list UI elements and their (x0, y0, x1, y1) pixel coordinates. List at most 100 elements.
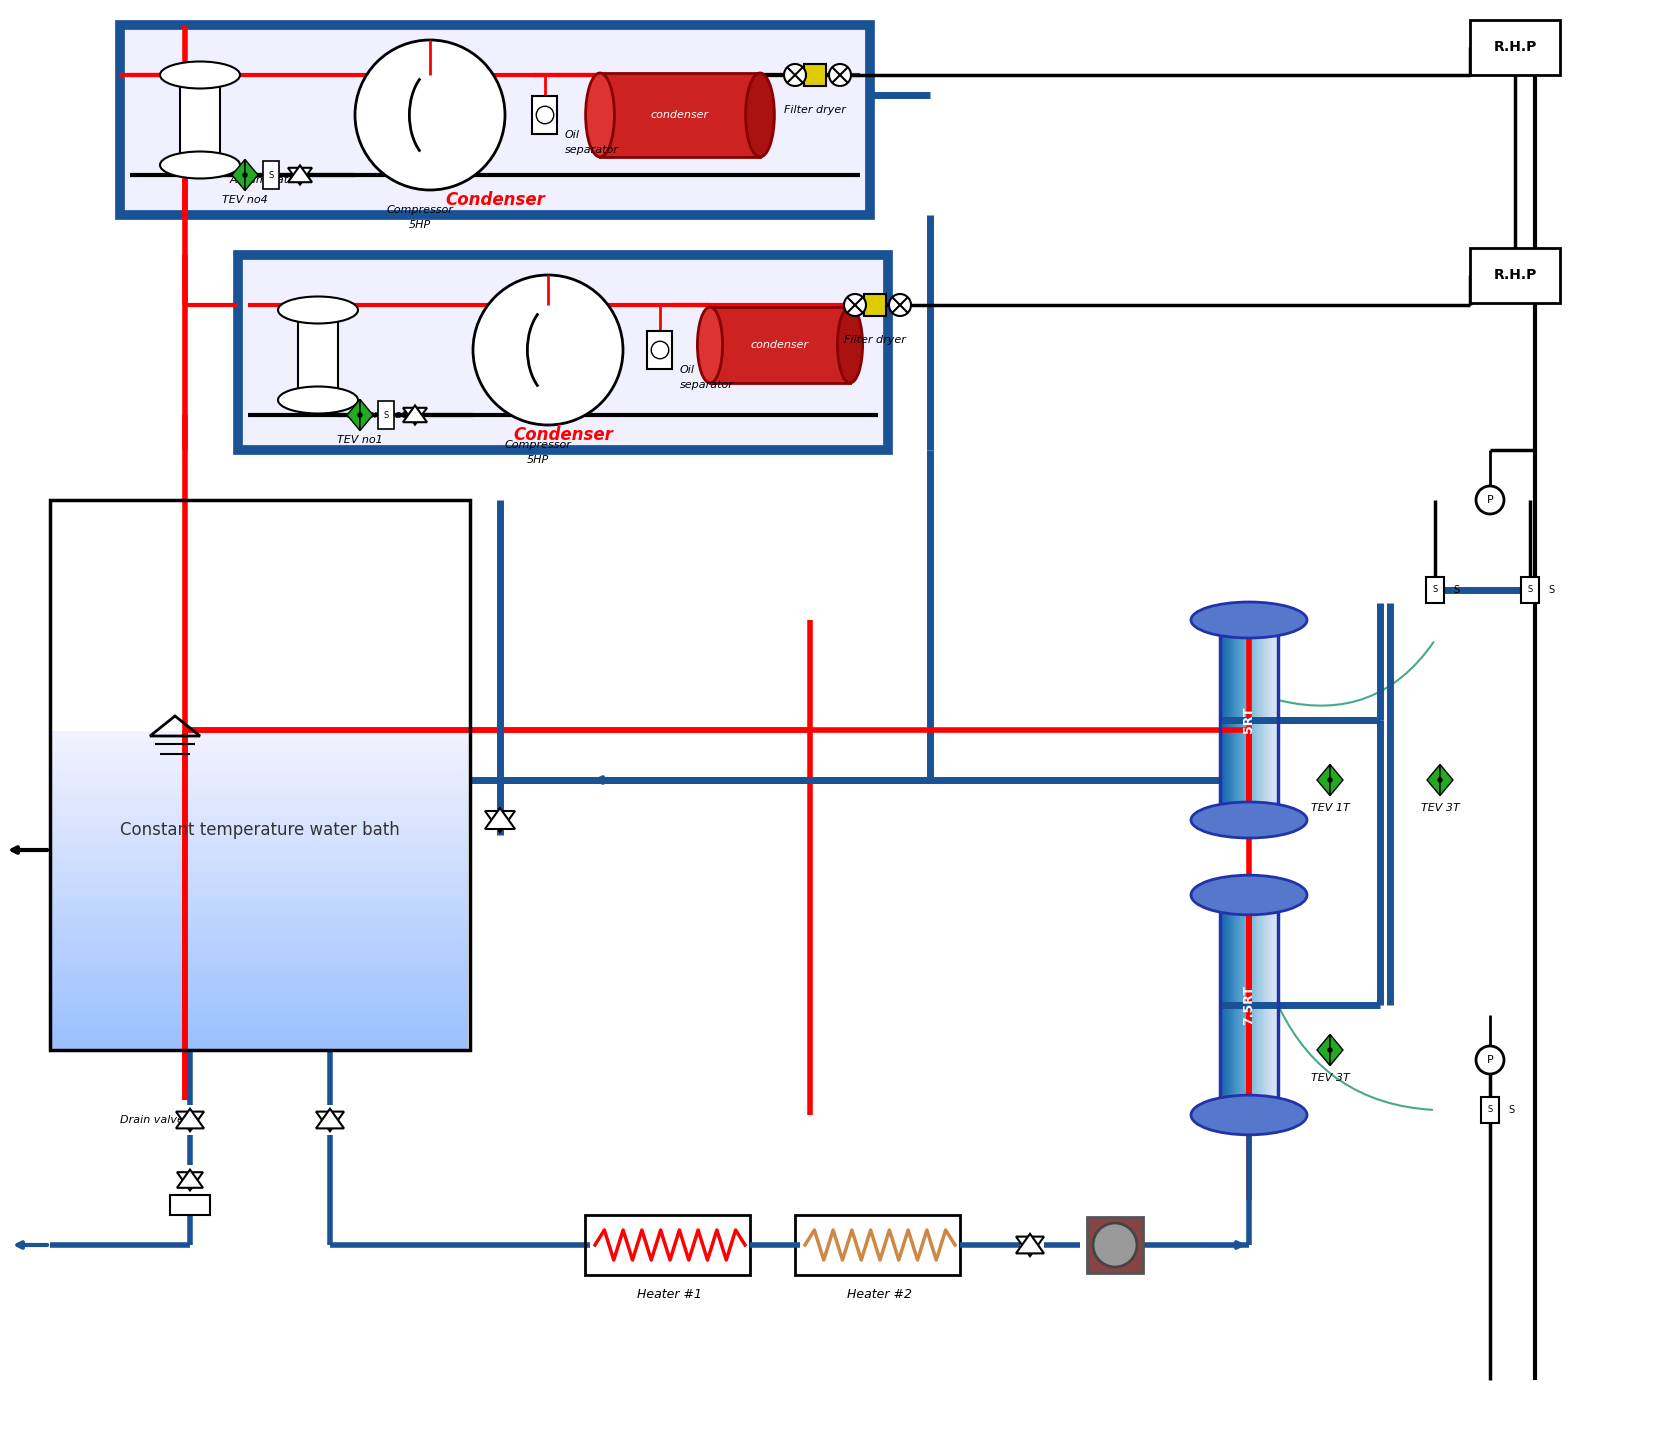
Bar (1273, 619, 1276, 821)
Text: S: S (1452, 585, 1458, 595)
Bar (51, 754, 467, 759)
Bar (1264, 895, 1266, 1115)
Bar (1220, 619, 1278, 821)
Bar (239, 254, 888, 450)
Bar (51, 1030, 467, 1035)
Bar (1271, 895, 1273, 1115)
Polygon shape (1016, 1237, 1044, 1256)
Bar (1470, 20, 1559, 75)
Text: Filter dryer: Filter dryer (784, 105, 845, 115)
Bar (263, 161, 278, 190)
Bar (1258, 619, 1259, 821)
Bar (1271, 895, 1273, 1115)
Bar (1221, 895, 1223, 1115)
Bar (1236, 895, 1238, 1115)
Bar (1253, 895, 1254, 1115)
Bar (1244, 895, 1246, 1115)
Bar (585, 1216, 749, 1275)
Bar (1249, 895, 1251, 1115)
Bar (1266, 895, 1268, 1115)
Bar (51, 894, 467, 898)
Text: TEV no1: TEV no1 (336, 435, 383, 445)
Bar (1248, 895, 1249, 1115)
Bar (794, 1216, 959, 1275)
Text: P: P (1486, 1055, 1493, 1065)
Bar (51, 734, 467, 739)
Ellipse shape (585, 73, 615, 157)
Bar (1231, 619, 1233, 821)
Bar (1253, 895, 1254, 1115)
Bar (51, 943, 467, 947)
Bar (1259, 619, 1261, 821)
Bar (1246, 619, 1248, 821)
Bar (1273, 895, 1274, 1115)
Ellipse shape (837, 308, 862, 384)
Bar (51, 1038, 467, 1042)
Bar (51, 1046, 467, 1050)
Polygon shape (232, 160, 245, 191)
Text: Accumulator: Accumulator (348, 410, 418, 420)
Circle shape (843, 295, 865, 316)
Bar (51, 787, 467, 790)
Text: S: S (383, 411, 388, 420)
Bar (1226, 619, 1229, 821)
Text: R.H.P: R.H.P (1493, 267, 1536, 282)
Bar (1087, 1217, 1142, 1273)
Bar (1251, 619, 1253, 821)
Bar (1226, 895, 1229, 1115)
Text: Constant temperature water bath: Constant temperature water bath (119, 821, 399, 839)
Text: S: S (1486, 1105, 1491, 1115)
Ellipse shape (1190, 602, 1306, 638)
Bar (1231, 895, 1233, 1115)
Bar (1225, 619, 1228, 821)
Bar (1243, 619, 1244, 821)
Bar (1226, 619, 1228, 821)
Bar (1274, 895, 1276, 1115)
Bar (51, 1010, 467, 1015)
Bar (51, 1026, 467, 1030)
Bar (804, 65, 825, 86)
Bar (1470, 249, 1559, 303)
Bar (1248, 895, 1251, 1115)
Text: Compressor: Compressor (386, 205, 452, 216)
Bar (51, 882, 467, 887)
Bar (1239, 895, 1241, 1115)
Bar (1276, 895, 1278, 1115)
Bar (1238, 619, 1241, 821)
Bar (1256, 619, 1258, 821)
Text: Compressor: Compressor (504, 440, 572, 450)
Bar (171, 1196, 210, 1216)
Bar (51, 947, 467, 950)
Bar (1241, 895, 1243, 1115)
Bar (1271, 619, 1273, 821)
Bar (1264, 619, 1266, 821)
Text: condenser: condenser (651, 111, 709, 121)
Bar (51, 875, 467, 878)
Bar (1236, 895, 1239, 1115)
Text: S: S (1432, 585, 1437, 595)
Bar (51, 803, 467, 806)
Bar (1236, 619, 1238, 821)
Bar (1248, 619, 1249, 821)
Polygon shape (1329, 764, 1342, 796)
Bar (51, 731, 467, 734)
Text: P: P (1486, 494, 1493, 504)
Polygon shape (316, 1109, 343, 1128)
Bar (1276, 619, 1278, 821)
Bar (1254, 895, 1256, 1115)
Bar (1220, 619, 1221, 821)
Text: 7.5RT: 7.5RT (1241, 984, 1254, 1025)
Bar (1266, 619, 1268, 821)
Bar (1261, 619, 1264, 821)
Bar (51, 752, 467, 754)
Bar (1243, 895, 1244, 1115)
Bar (1268, 895, 1269, 1115)
Circle shape (1327, 1048, 1331, 1052)
Bar (51, 986, 467, 990)
Bar (51, 858, 467, 862)
Polygon shape (177, 1173, 202, 1190)
Bar (51, 970, 467, 974)
Polygon shape (176, 1112, 204, 1131)
Bar (378, 401, 394, 430)
Bar (1264, 895, 1266, 1115)
